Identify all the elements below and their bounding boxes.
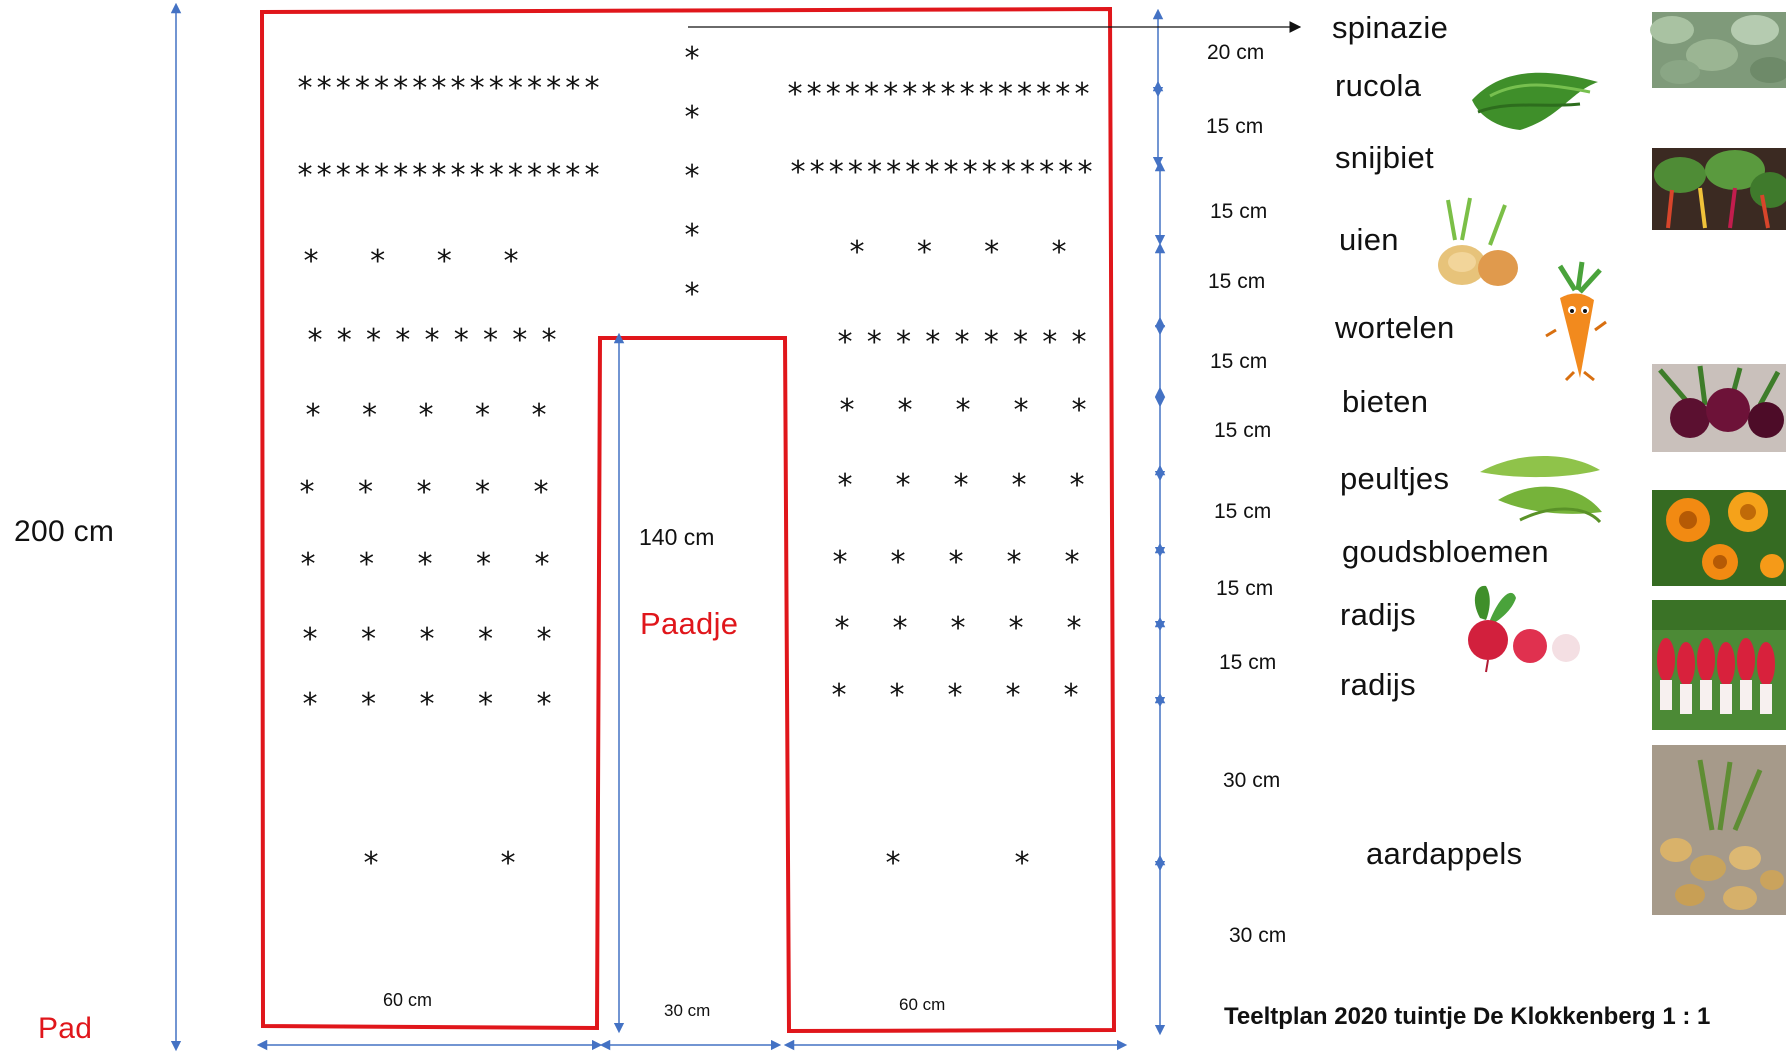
row-aardappels-right: * *	[884, 846, 1031, 881]
onion-photo	[1402, 192, 1532, 290]
row-snijbiet-left: ****************	[296, 158, 601, 193]
row-radijs2-right: * * * * *	[830, 678, 1080, 713]
spacing-label: 20 cm	[1207, 41, 1265, 64]
row-bieten-right: * * * * *	[838, 393, 1088, 428]
crop-label-peultjes: peultjes	[1340, 461, 1450, 496]
row-uien-right: * * * *	[848, 235, 1068, 270]
spacing-label: 15 cm	[1210, 350, 1268, 373]
pad-label: Pad	[38, 1012, 93, 1045]
pea-pods-photo	[1470, 442, 1605, 527]
crop-label-bieten: bieten	[1342, 384, 1429, 419]
crop-label-uien: uien	[1339, 222, 1399, 257]
svg-text:*: *	[683, 218, 701, 253]
bed-outline	[259, 6, 1117, 1034]
row-goudsbloemen-right: * * * * *	[831, 545, 1081, 580]
crop-label-spinazie: spinazie	[1332, 10, 1449, 45]
row-uien-left: * * * *	[302, 244, 520, 279]
spacing-label: 15 cm	[1214, 500, 1272, 523]
spacing-label: 15 cm	[1219, 651, 1277, 674]
row-radijs2-left: * * * * *	[301, 687, 553, 722]
row-spacing-arrows	[1152, 8, 1166, 1036]
spacing-label: 30 cm	[1223, 769, 1281, 792]
spacing-label: 15 cm	[1206, 115, 1264, 138]
svg-text:*: *	[683, 41, 701, 76]
row-spinazie-left: ****************	[296, 71, 601, 106]
total-height-label: 200 cm	[14, 515, 115, 548]
row-goudsbloemen-left: * * * * *	[299, 547, 551, 582]
spacing-label: 15 cm	[1208, 270, 1266, 293]
left-bed-rows: **************** **************** * * * …	[296, 71, 601, 881]
left-bed-width-label: 60 cm	[383, 990, 433, 1010]
radish-bunch-photo	[1652, 600, 1786, 730]
row-bieten-left: * * * * *	[304, 398, 548, 433]
row-wortelen-left: * * * * * * * * *	[306, 323, 558, 358]
crop-label-rucola: rucola	[1335, 68, 1422, 103]
row-wortelen-right: * * * * * * * * *	[836, 325, 1088, 360]
row-snijbiet-right: ****************	[789, 155, 1094, 190]
svg-text:*: *	[683, 100, 701, 135]
row-aardappels-left: * *	[362, 846, 517, 881]
crop-label-radijs: radijs	[1340, 597, 1416, 632]
row-peultjes-left: * * * * *	[298, 475, 550, 510]
potato-photo	[1652, 745, 1786, 915]
radish-photo	[1438, 572, 1610, 676]
svg-text:*: *	[683, 159, 701, 194]
marigold-photo	[1652, 490, 1786, 586]
row-radijs1-right: * * * * *	[833, 611, 1083, 646]
plan-title: Teeltplan 2020 tuintje De Klokkenberg 1 …	[1224, 1003, 1711, 1030]
spacing-label: 30 cm	[1229, 924, 1287, 947]
crop-label-wortelen: wortelen	[1335, 310, 1455, 345]
paadje-label: Paadje	[640, 606, 739, 641]
row-peultjes-right: * * * * *	[836, 468, 1086, 503]
chard-photo	[1652, 148, 1786, 230]
right-bed-width-label: 60 cm	[899, 995, 946, 1014]
row-spinazie-right: ****************	[786, 77, 1091, 112]
right-bed-rows: **************** **************** * * * …	[786, 77, 1094, 881]
path-length-label: 140 cm	[639, 524, 715, 550]
beetroot-photo	[1652, 364, 1786, 452]
arugula-photo	[1467, 56, 1602, 142]
row-radijs1-left: * * * * *	[301, 622, 553, 657]
spacing-label: 15 cm	[1210, 200, 1268, 223]
path-width-label: 30 cm	[664, 1001, 711, 1020]
middle-column-plants: * * * * *	[683, 41, 701, 312]
spinach-photo	[1650, 12, 1786, 88]
carrot-cartoon	[1535, 261, 1615, 384]
spacing-label: 15 cm	[1216, 577, 1274, 600]
crop-label-snijbiet: snijbiet	[1335, 140, 1434, 175]
crop-label-radijs-2: radijs	[1340, 667, 1416, 702]
svg-text:*: *	[683, 277, 701, 312]
spacing-label: 15 cm	[1214, 419, 1272, 442]
crop-label-goudsbloemen: goudsbloemen	[1342, 534, 1549, 569]
crop-label-aardappels: aardappels	[1366, 836, 1523, 871]
